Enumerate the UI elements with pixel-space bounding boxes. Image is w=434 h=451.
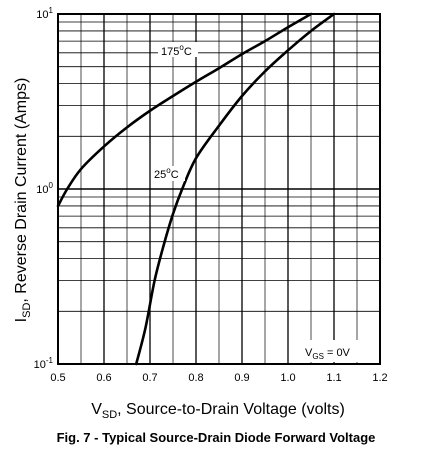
x-tick-label: 1.1: [326, 372, 341, 384]
curves: [56, 12, 336, 366]
y-tick-label: 101: [36, 6, 53, 21]
plot-border: [57, 13, 381, 365]
x-tick-label: 1.0: [280, 372, 295, 384]
grid: [57, 13, 381, 365]
svg-text:25oC: 25oC: [154, 166, 179, 181]
x-tick-label: 0.9: [234, 372, 249, 384]
series-label-25c: 25oC: [152, 166, 185, 181]
x-tick-label: 0.5: [50, 372, 65, 384]
chart-caption: Fig. 7 - Typical Source-Drain Diode Forw…: [57, 430, 376, 445]
x-tick-label: 0.6: [96, 372, 111, 384]
svg-text:175oC: 175oC: [161, 43, 192, 58]
condition-annotation: VGS = 0V: [299, 340, 379, 362]
series-line-175c: [56, 12, 313, 208]
series-label-175c: 175oC: [158, 42, 198, 58]
x-axis-label-sub: SD: [102, 409, 117, 421]
svg-text:VGS = 0V: VGS = 0V: [305, 347, 351, 361]
x-axis-label: VSD, Source-to-Drain Voltage (volts): [91, 401, 345, 421]
tick-labels: 0.5 0.6 0.7 0.8 0.9 1.0 1.1 1.2 10-1 100 101: [34, 6, 388, 384]
x-tick-label: 1.2: [372, 372, 387, 384]
y-tick-label: 100: [36, 181, 53, 196]
x-tick-label: 0.7: [142, 372, 157, 384]
y-axis-label-sub: SD: [21, 303, 33, 318]
y-tick-label: 10-1: [34, 356, 54, 371]
series-line-25c: [134, 12, 336, 366]
x-tick-label: 0.8: [188, 372, 203, 384]
y-axis-label: ISD, Reverse Drain Current (Amps): [13, 78, 33, 323]
